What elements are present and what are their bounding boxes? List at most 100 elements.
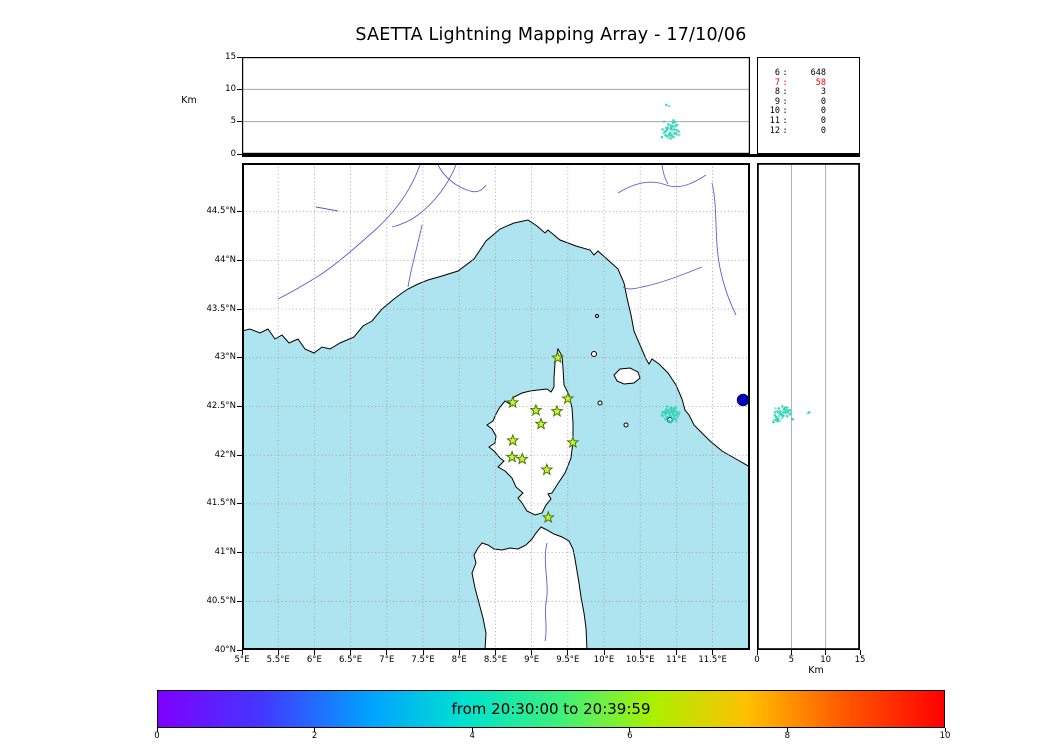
lightning-source-dot	[667, 123, 670, 126]
lightning-source-dot	[777, 414, 781, 418]
colon: :	[782, 87, 788, 98]
lake-bolsena	[736, 393, 750, 407]
panel-separator	[242, 154, 860, 157]
lat-tick-label: 41.5°N	[206, 498, 236, 509]
lightning-source-dot	[663, 130, 667, 134]
lightning-source-dot	[675, 419, 678, 423]
right-panel-gridlines	[790, 163, 827, 650]
colon: :	[782, 77, 788, 88]
axis-tick-mark	[790, 650, 792, 655]
lightning-source-dot	[667, 127, 671, 131]
lightning-source-dot	[665, 405, 669, 408]
lightning-source-dot	[780, 416, 783, 420]
mainland-coast	[242, 163, 750, 468]
axis-tick-mark	[639, 650, 641, 655]
station-source-count: 0	[820, 96, 826, 107]
lightning-source-dot	[777, 407, 781, 410]
station-id: 7	[774, 77, 780, 88]
axis-tick-mark	[237, 259, 242, 261]
lat-tick-label: 44°N	[214, 254, 236, 265]
station-marker	[540, 462, 554, 476]
lightning-source-dot	[660, 414, 664, 417]
lon-tick-label: 5°E	[234, 655, 250, 665]
station-count-row: 6: 648	[758, 68, 859, 79]
station-source-count: 3	[820, 87, 826, 98]
lightning-source-dot	[678, 133, 681, 136]
lightning-source-dot	[778, 419, 781, 423]
right-panel-frame	[757, 163, 860, 650]
lightning-source-dot	[781, 411, 785, 414]
lightning-source-dot	[670, 406, 673, 409]
axis-tick-mark	[237, 121, 242, 123]
axis-tick-mark	[567, 650, 569, 655]
lightning-source-dot	[772, 418, 776, 422]
lon-tick-label: 6°E	[306, 655, 322, 665]
lightning-source-dot	[674, 406, 677, 409]
axis-tick-mark	[825, 650, 827, 655]
station-marker	[529, 403, 543, 416]
lat-tick-label: 43°N	[214, 352, 236, 363]
lightning-sources-latitude	[772, 405, 811, 424]
lightning-source-dot	[672, 414, 676, 418]
lon-tick-label: 11°E	[666, 655, 687, 665]
axis-tick-mark	[237, 153, 242, 155]
lightning-source-dot	[667, 412, 671, 415]
axis-tick-mark	[494, 650, 496, 655]
station-source-count: 648	[810, 68, 826, 78]
colorbar-tick-label: 8	[784, 731, 791, 741]
station-source-count: 0	[820, 115, 826, 126]
lightning-source-dot	[665, 415, 669, 419]
lightning-source-dot	[785, 406, 789, 409]
lightning-source-dot	[664, 417, 667, 421]
axis-tick-mark	[531, 650, 533, 655]
station-marker	[534, 417, 548, 430]
lightning-source-dot	[779, 410, 782, 413]
lightning-source-dot	[671, 413, 675, 416]
axis-tick-mark	[629, 728, 631, 732]
lightning-source-dot	[669, 124, 672, 127]
axis-tick-mark	[237, 552, 242, 554]
colon: :	[782, 125, 788, 136]
lon-tick-label: 7.5°E	[411, 655, 435, 665]
axis-tick-mark	[237, 308, 242, 310]
lightning-source-dot	[678, 411, 681, 414]
axis-tick-mark	[386, 650, 388, 655]
lon-tick-label: 11.5°E	[698, 655, 727, 665]
axis-tick-mark	[675, 650, 677, 655]
lightning-source-dot	[671, 409, 675, 412]
colon: :	[782, 115, 788, 126]
lightning-source-dot	[669, 420, 672, 424]
gorgona-island	[595, 314, 599, 318]
axis-tick-mark	[786, 728, 788, 732]
lightning-source-dot	[669, 137, 672, 140]
lightning-source-dot	[672, 132, 676, 135]
station-count-row: 10: 0	[758, 107, 859, 117]
axis-tick-mark	[237, 503, 242, 505]
lightning-source-dot	[807, 411, 811, 414]
lon-tick-label: 8°E	[451, 655, 467, 665]
station-count-row: 11: 0	[758, 115, 859, 127]
lightning-source-dot	[672, 417, 675, 421]
lightning-source-dot	[675, 128, 678, 132]
lightning-source-dot	[773, 411, 777, 414]
station-source-count: 58	[815, 77, 826, 88]
station-counts-panel: 6: 648 7: 58 8: 3 9: 0 10: 0 11: 0 12: 0	[757, 57, 860, 154]
axis-tick-mark	[156, 728, 158, 732]
axis-tick-mark	[350, 650, 352, 655]
colon: :	[782, 68, 788, 78]
top-panel-bg	[242, 57, 750, 154]
right-km-tick-label: 15	[854, 655, 866, 665]
lightning-source-dot	[779, 413, 783, 416]
lightning-source-dot	[785, 414, 789, 418]
station-marker	[566, 435, 580, 449]
station-count-row: 7: 58	[758, 77, 859, 89]
top-alt-tick-label: 15	[225, 51, 236, 62]
axis-tick-mark	[237, 88, 242, 90]
station-source-count: 0	[820, 125, 826, 136]
station-marker	[506, 395, 520, 409]
axis-tick-mark	[237, 357, 242, 359]
right-panel-bg	[757, 163, 860, 650]
colon: :	[782, 106, 788, 117]
axis-tick-mark	[471, 728, 473, 732]
